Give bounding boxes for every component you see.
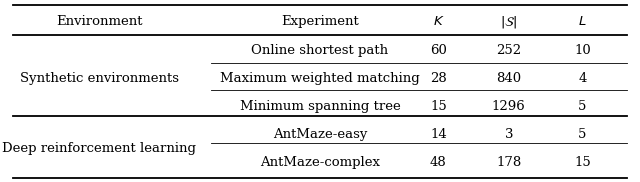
Text: 28: 28 (430, 72, 447, 85)
Text: AntMaze-complex: AntMaze-complex (260, 156, 380, 169)
Text: 4: 4 (578, 72, 587, 85)
Text: $L$: $L$ (578, 15, 587, 28)
Text: 60: 60 (430, 43, 447, 57)
Text: 178: 178 (496, 156, 522, 169)
Text: 15: 15 (574, 156, 591, 169)
Text: 5: 5 (578, 100, 587, 113)
Text: Synthetic environments: Synthetic environments (20, 72, 179, 85)
Text: 252: 252 (496, 43, 522, 57)
Text: Deep reinforcement learning: Deep reinforcement learning (2, 142, 196, 155)
Text: 3: 3 (504, 128, 513, 141)
Text: 1296: 1296 (492, 100, 525, 113)
Text: 5: 5 (578, 128, 587, 141)
Text: 48: 48 (430, 156, 447, 169)
Text: Minimum spanning tree: Minimum spanning tree (239, 100, 401, 113)
Text: Environment: Environment (56, 15, 143, 28)
Text: $K$: $K$ (433, 15, 444, 28)
Text: 10: 10 (574, 43, 591, 57)
Text: $|\mathcal{S}|$: $|\mathcal{S}|$ (500, 14, 518, 30)
Text: AntMaze-easy: AntMaze-easy (273, 128, 367, 141)
Text: 14: 14 (430, 128, 447, 141)
Text: Online shortest path: Online shortest path (252, 43, 388, 57)
Text: Experiment: Experiment (281, 15, 359, 28)
Text: Maximum weighted matching: Maximum weighted matching (220, 72, 420, 85)
Text: 15: 15 (430, 100, 447, 113)
Text: 840: 840 (496, 72, 522, 85)
